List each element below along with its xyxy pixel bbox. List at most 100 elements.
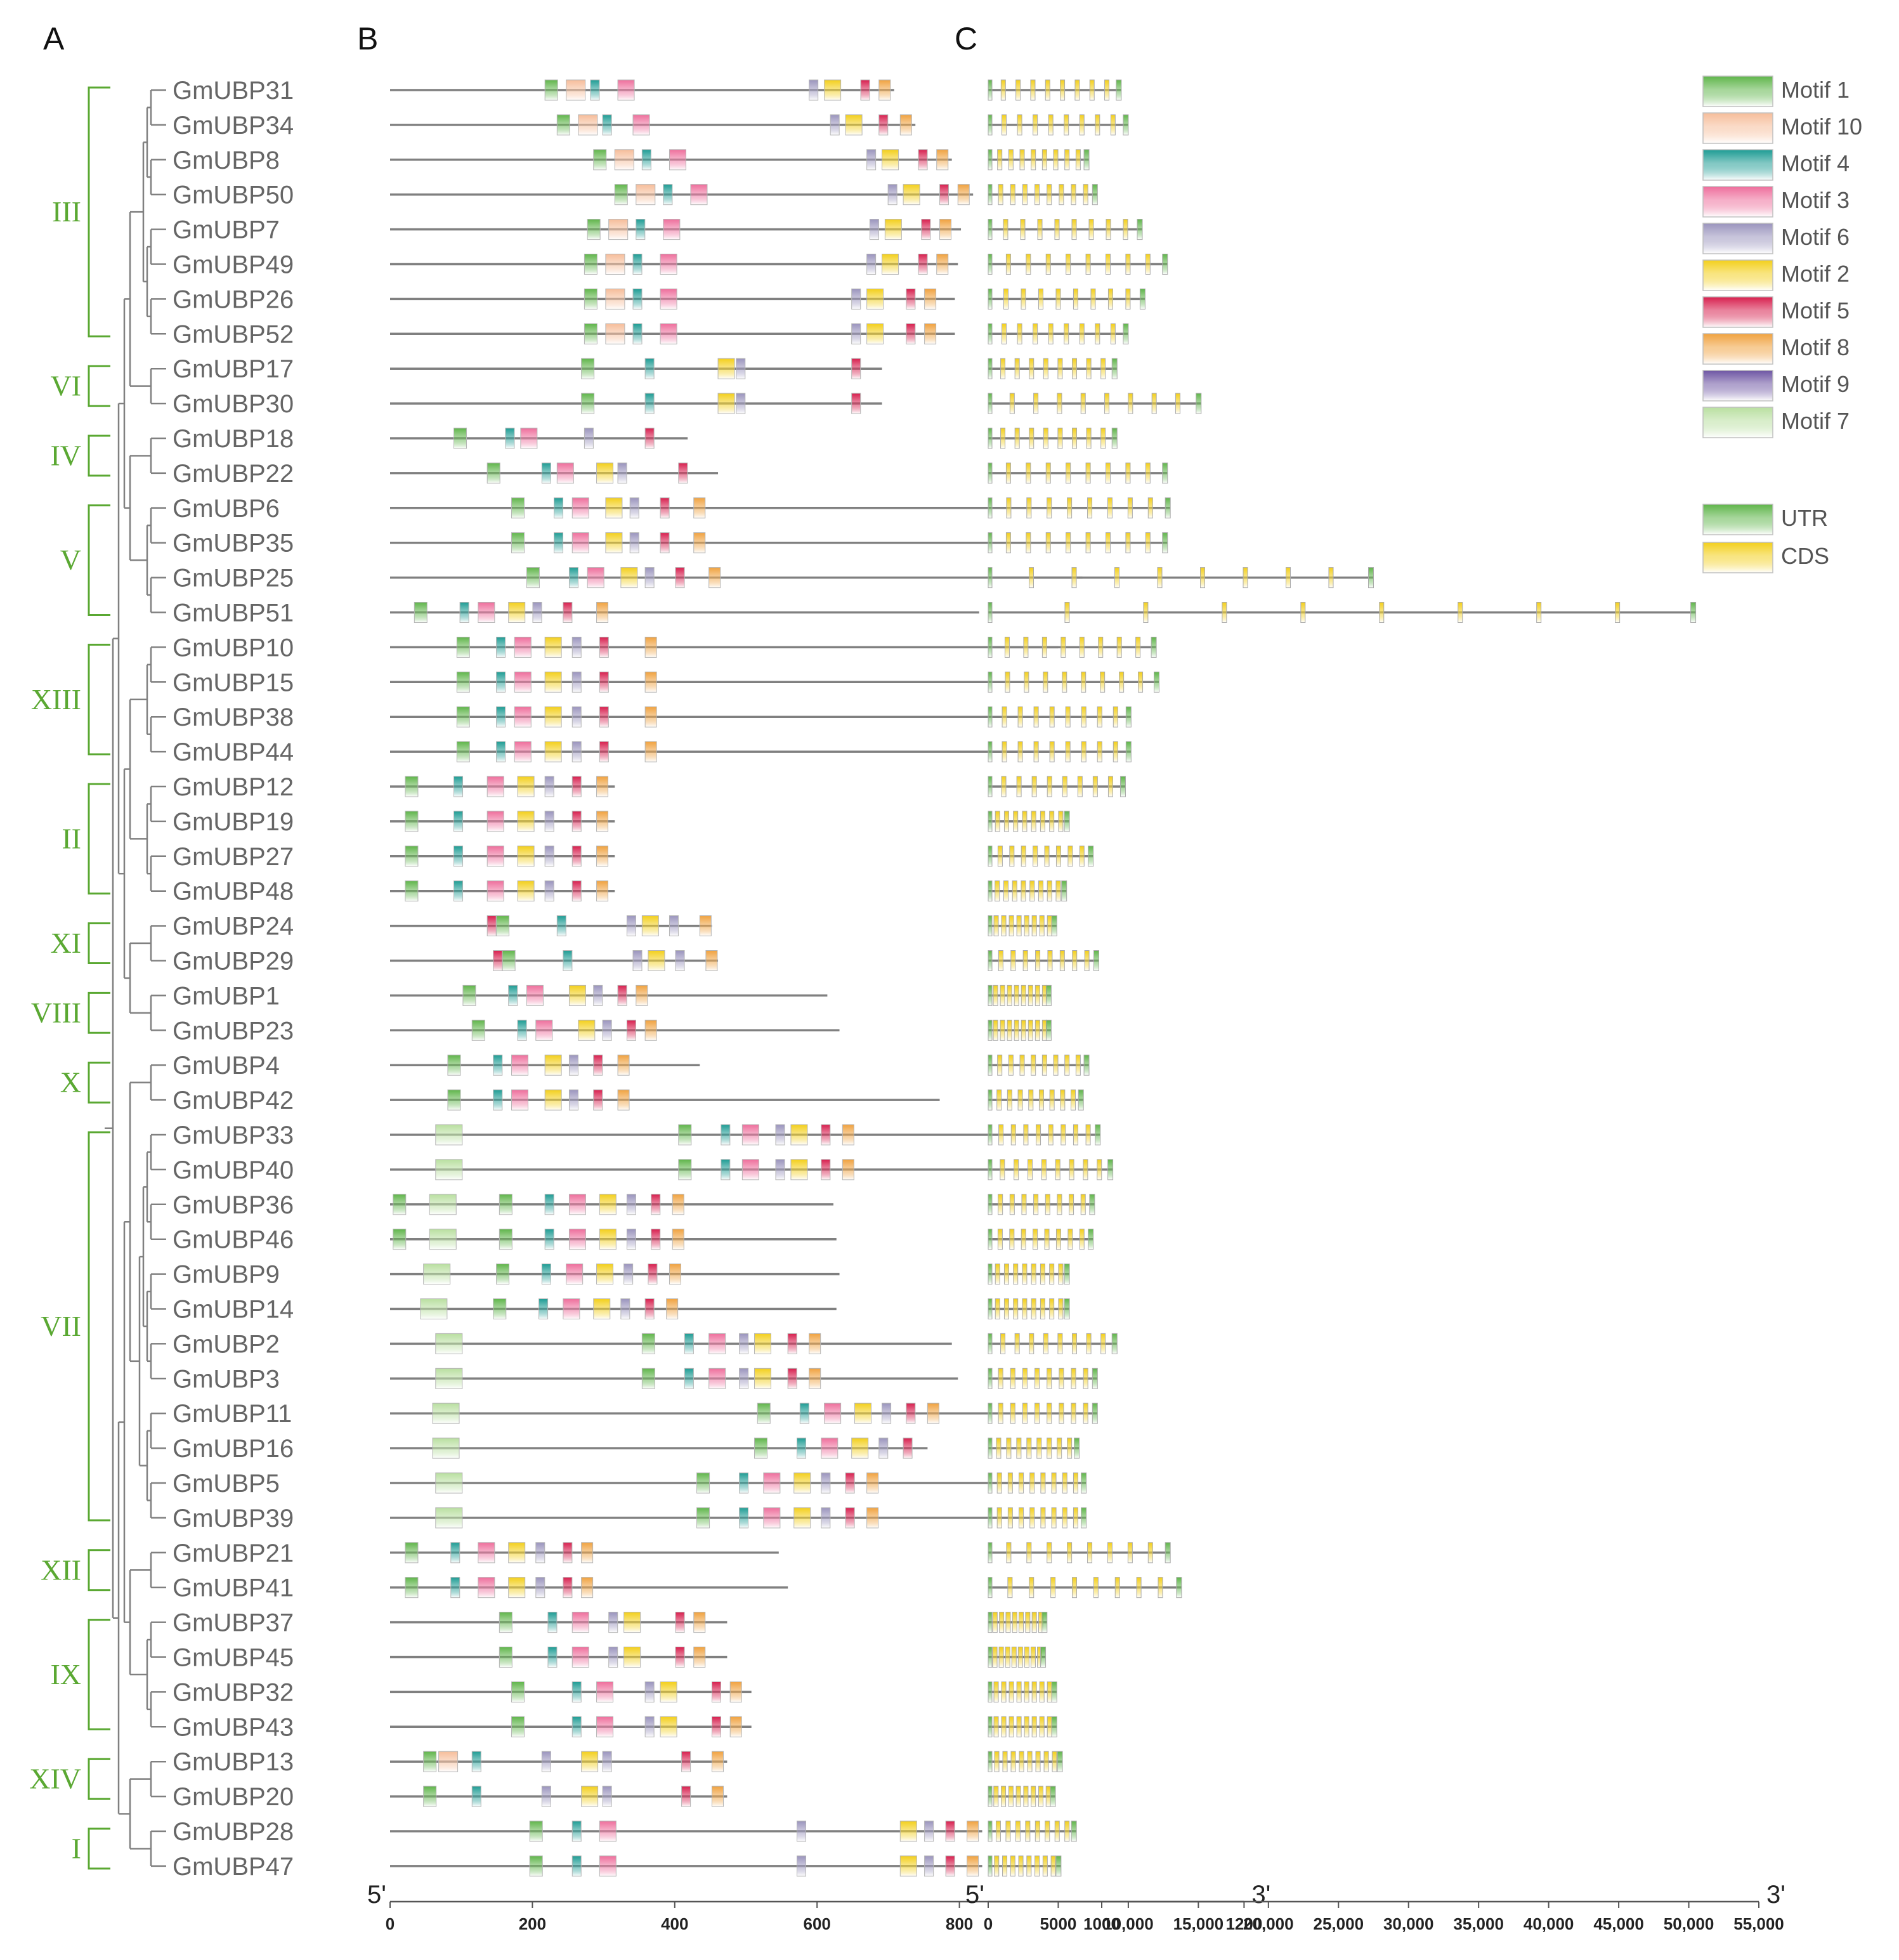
motif-box-motif-6 — [623, 1264, 634, 1285]
utr-box — [1083, 149, 1090, 171]
cds-box — [1045, 254, 1051, 275]
cds-box — [1017, 1647, 1023, 1668]
cds-box — [997, 149, 1003, 171]
motif-box-motif-1 — [499, 1612, 512, 1633]
motif-box-motif-6 — [568, 1054, 578, 1076]
utr-box — [988, 254, 993, 275]
cds-box — [1067, 1542, 1073, 1564]
cds-box — [1014, 1333, 1020, 1354]
motif-box-motif-2 — [717, 393, 735, 414]
motif-box-motif-5 — [644, 1298, 655, 1319]
motif-box-motif-8 — [596, 602, 609, 623]
cds-box — [1009, 393, 1015, 414]
cds-box — [1024, 671, 1029, 693]
motif-box-motif-5 — [906, 288, 916, 310]
motif-box-motif-4 — [544, 1229, 554, 1250]
cds-box — [1029, 567, 1034, 589]
cds-box — [1015, 1786, 1021, 1807]
motif-box-motif-2 — [508, 602, 526, 623]
motif-box-motif-3 — [617, 79, 635, 101]
cds-box — [1008, 1054, 1014, 1076]
cds-box — [1079, 846, 1085, 867]
cds-box — [1067, 1229, 1073, 1250]
motif-box-motif-4 — [547, 1647, 558, 1668]
motif-box-motif-5 — [626, 1019, 636, 1041]
cds-box — [1034, 1019, 1040, 1041]
cds-box — [1087, 1542, 1093, 1564]
cds-box — [1047, 1437, 1052, 1459]
utr-box — [988, 741, 993, 762]
cds-box — [994, 1751, 1000, 1772]
cds-box — [1107, 1542, 1113, 1564]
utr-box — [988, 1716, 993, 1737]
gene-name-gmubp22: GmUBP22 — [173, 460, 294, 488]
cds-box — [1016, 1716, 1022, 1737]
motif-box-motif-8 — [596, 880, 609, 902]
legend-label-motif-5: Motif 5 — [1781, 297, 1850, 323]
utr-box — [988, 393, 993, 414]
utr-box — [1040, 1647, 1047, 1668]
cds-box — [1107, 288, 1113, 310]
motif-box-motif-2 — [517, 776, 535, 797]
motif-box-motif-6 — [535, 1542, 545, 1564]
legend-swatch-motif-5 — [1702, 296, 1773, 328]
motif-box-motif-6 — [602, 1751, 612, 1772]
motif-box-motif-5 — [903, 1437, 913, 1459]
cds-box — [1123, 219, 1128, 240]
cds-box — [1052, 1751, 1057, 1772]
utr-box — [1083, 1054, 1090, 1076]
motif-box-motif-5 — [563, 1577, 573, 1598]
motif-box-motif-5 — [711, 1681, 721, 1702]
utr-box — [1092, 184, 1098, 206]
motif-box-motif-6 — [532, 602, 542, 623]
cds-box — [1008, 1681, 1014, 1702]
cds-box — [1059, 1402, 1064, 1424]
cds-box — [993, 915, 999, 937]
motif-box-motif-6 — [541, 1751, 551, 1772]
motif-box-motif-5 — [563, 1542, 573, 1564]
cds-box — [1064, 602, 1070, 623]
cds-box — [996, 1507, 1002, 1529]
motif-box-motif-3 — [563, 1298, 580, 1319]
cds-box — [1002, 1751, 1008, 1772]
motif-box-motif-2 — [623, 1612, 641, 1633]
cds-box — [1005, 254, 1011, 275]
motif-box-motif-4 — [505, 428, 515, 449]
cds-box — [1035, 950, 1041, 971]
motif-box-motif-4 — [454, 811, 464, 832]
utr-box — [988, 1855, 993, 1877]
cds-box — [1024, 915, 1029, 937]
motif-box-motif-1 — [447, 1054, 461, 1076]
cds-box — [1015, 79, 1021, 101]
gene-name-gmubp8: GmUBP8 — [173, 147, 280, 174]
cds-box — [992, 1647, 998, 1668]
motif-box-motif-3 — [669, 149, 686, 171]
motif-box-motif-5 — [651, 1229, 661, 1250]
cds-box — [1379, 602, 1385, 623]
cds-box — [1088, 219, 1094, 240]
cds-box — [995, 1298, 1000, 1319]
cds-box — [1005, 532, 1011, 554]
motif-box-motif-4 — [602, 114, 612, 136]
axis-tick-label: 40,000 — [1524, 1914, 1574, 1933]
motif-box-motif-5 — [878, 114, 889, 136]
cds-box — [1057, 358, 1063, 379]
cds-box — [1085, 462, 1091, 484]
cds-box — [1300, 602, 1306, 623]
motif-box-motif-8 — [669, 1264, 681, 1285]
motif-box-motif-1 — [511, 1681, 525, 1702]
motif-box-motif-3 — [824, 1402, 842, 1424]
motif-box-motif-5 — [660, 497, 670, 519]
motif-box-motif-8 — [581, 1542, 594, 1564]
cds-box — [1100, 358, 1106, 379]
cds-box — [993, 1019, 998, 1041]
cds-box — [1002, 323, 1007, 344]
gene-name-gmubp46: GmUBP46 — [173, 1226, 294, 1254]
motif-box-motif-5 — [787, 1368, 797, 1389]
cds-box — [1054, 1820, 1060, 1842]
motif-box-motif-6 — [887, 184, 897, 206]
clade-bracket-x — [88, 1061, 110, 1104]
motif-box-motif-2 — [599, 1229, 617, 1250]
motif-box-motif-3 — [566, 1264, 584, 1285]
gene-name-gmubp16: GmUBP16 — [173, 1435, 294, 1463]
